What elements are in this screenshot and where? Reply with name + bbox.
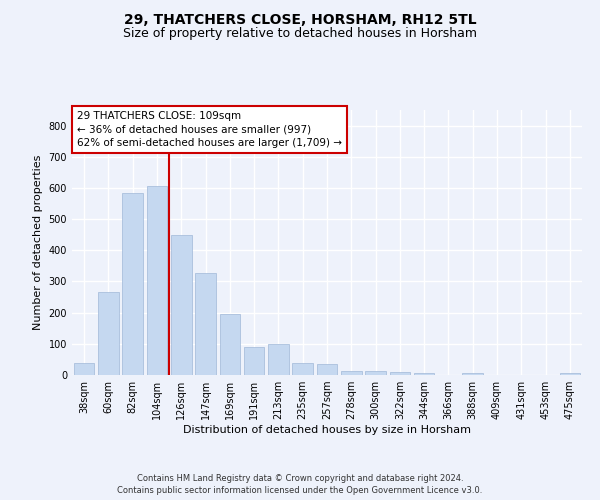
Bar bbox=[365, 371, 386, 375]
Text: 29, THATCHERS CLOSE, HORSHAM, RH12 5TL: 29, THATCHERS CLOSE, HORSHAM, RH12 5TL bbox=[124, 12, 476, 26]
Bar bbox=[244, 347, 265, 375]
Bar bbox=[122, 192, 143, 375]
Bar bbox=[146, 186, 167, 375]
Bar bbox=[414, 372, 434, 375]
Bar bbox=[463, 372, 483, 375]
Bar bbox=[74, 363, 94, 375]
Text: Size of property relative to detached houses in Horsham: Size of property relative to detached ho… bbox=[123, 28, 477, 40]
Text: 29 THATCHERS CLOSE: 109sqm
← 36% of detached houses are smaller (997)
62% of sem: 29 THATCHERS CLOSE: 109sqm ← 36% of deta… bbox=[77, 112, 342, 148]
Bar bbox=[292, 362, 313, 375]
Bar bbox=[220, 314, 240, 375]
Bar bbox=[317, 364, 337, 375]
Bar bbox=[268, 344, 289, 375]
Text: Contains HM Land Registry data © Crown copyright and database right 2024.
Contai: Contains HM Land Registry data © Crown c… bbox=[118, 474, 482, 495]
Bar bbox=[389, 372, 410, 375]
Bar bbox=[341, 372, 362, 375]
Y-axis label: Number of detached properties: Number of detached properties bbox=[33, 155, 43, 330]
X-axis label: Distribution of detached houses by size in Horsham: Distribution of detached houses by size … bbox=[183, 425, 471, 435]
Bar bbox=[171, 234, 191, 375]
Bar bbox=[98, 292, 119, 375]
Bar bbox=[195, 273, 216, 375]
Bar bbox=[560, 374, 580, 375]
